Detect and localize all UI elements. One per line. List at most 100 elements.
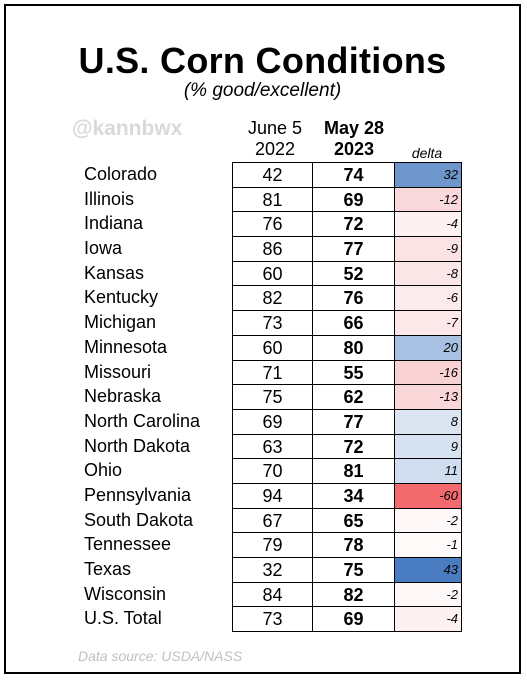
- cell-2022: 79: [233, 533, 313, 558]
- cell-2023: 75: [313, 558, 395, 583]
- cell-delta: 9: [395, 434, 462, 460]
- cell-2022: 76: [233, 212, 313, 238]
- state-label: Minnesota: [84, 336, 168, 357]
- state-label: Pennsylvania: [84, 484, 192, 505]
- state-label: Michigan: [84, 312, 157, 333]
- cell-2023: 74: [313, 163, 395, 188]
- cell-2023: 52: [313, 261, 395, 287]
- state-label: Kentucky: [84, 287, 159, 308]
- cell-2022: 73: [233, 607, 313, 633]
- state-label: Iowa: [84, 238, 123, 259]
- table-row: 84 82 -2: [233, 582, 462, 608]
- cell-2022: 84: [233, 582, 313, 608]
- cell-delta: 32: [395, 163, 462, 188]
- cell-2022: 82: [233, 286, 313, 312]
- cell-delta: -12: [395, 187, 462, 213]
- cell-2022: 60: [233, 335, 313, 361]
- cell-delta: -8: [395, 261, 462, 287]
- cell-delta: -2: [395, 508, 462, 534]
- cell-2022: 94: [233, 483, 313, 509]
- cell-delta: 43: [395, 558, 462, 583]
- column-header-2023-year: 2023: [333, 139, 375, 159]
- table-row: 60 80 20: [233, 335, 462, 361]
- cell-delta: -60: [395, 483, 462, 509]
- table-row: 69 77 8: [233, 409, 462, 435]
- data-source-note: Data source: USDA/NASS: [78, 648, 243, 664]
- state-label: Kansas: [84, 262, 145, 283]
- table-row: 67 65 -2: [233, 508, 462, 534]
- cell-2023: 77: [313, 237, 395, 262]
- cell-2023: 69: [313, 607, 395, 633]
- column-header-2023: May 28 2023: [313, 118, 395, 160]
- cell-delta: -1: [395, 533, 462, 558]
- cell-2023: 69: [313, 187, 395, 213]
- page-title: U.S. Corn Conditions: [78, 40, 447, 81]
- cell-2023: 80: [313, 335, 395, 361]
- cell-delta: -13: [395, 385, 462, 410]
- cell-delta: -16: [395, 360, 462, 386]
- table-row: 70 81 11: [233, 459, 462, 484]
- table-row: 75 62 -13: [233, 385, 462, 410]
- state-label: Wisconsin: [84, 583, 167, 604]
- cell-2022: 63: [233, 434, 313, 460]
- table-row: 73 69 -4: [233, 607, 462, 633]
- cell-2023: 77: [313, 409, 395, 435]
- cell-delta: 8: [395, 409, 462, 435]
- table-row: 86 77 -9: [233, 237, 462, 262]
- table-row: 73 66 -7: [233, 311, 462, 336]
- state-labels: Colorado Illinois Indiana Iowa Kansas Kentuck…: [84, 162, 200, 631]
- table-row: 32 75 43: [233, 558, 462, 583]
- page-subtitle: (% good/excellent): [183, 80, 342, 101]
- table-row: 63 72 9: [233, 434, 462, 460]
- state-label: North Carolina: [84, 410, 201, 431]
- cell-2023: 34: [313, 483, 395, 509]
- cell-2022: 81: [233, 187, 313, 213]
- state-label: North Dakota: [84, 435, 191, 456]
- cell-2022: 42: [233, 163, 313, 188]
- watermark-handle: @kannbwx: [72, 117, 183, 140]
- cell-delta: -4: [395, 212, 462, 238]
- cell-2023: 62: [313, 385, 395, 410]
- cell-2022: 32: [233, 558, 313, 583]
- cell-2023: 81: [313, 459, 395, 484]
- column-header-2023-date: May 28: [323, 118, 385, 138]
- column-header-2022-year: 2022: [254, 139, 296, 159]
- state-label: Texas: [84, 559, 132, 579]
- state-label: South Dakota: [84, 509, 194, 530]
- cell-2022: 71: [233, 360, 313, 386]
- cell-delta: 20: [395, 335, 462, 361]
- cell-delta: 11: [395, 459, 462, 484]
- state-label: Indiana: [84, 213, 144, 234]
- state-label: Illinois: [84, 188, 135, 209]
- cell-2022: 60: [233, 261, 313, 287]
- cell-2023: 72: [313, 212, 395, 238]
- column-header-delta: delta: [411, 145, 443, 161]
- table-row: 82 76 -6: [233, 286, 462, 312]
- chart-frame: U.S. Corn Conditions (% good/excellent) …: [4, 4, 521, 674]
- cell-2022: 70: [233, 459, 313, 484]
- cell-2023: 78: [313, 533, 395, 558]
- table-row: 76 72 -4: [233, 212, 462, 238]
- cell-2023: 72: [313, 434, 395, 460]
- table-row: 94 34 -60: [233, 483, 462, 509]
- state-label: Missouri: [84, 361, 152, 382]
- state-label: Ohio: [84, 460, 123, 481]
- cell-2022: 75: [233, 385, 313, 410]
- cell-delta: -4: [395, 607, 462, 633]
- state-label: Tennessee: [84, 534, 172, 555]
- state-label: U.S. Total: [84, 608, 162, 629]
- column-header-2022-date: June 5: [247, 118, 303, 138]
- column-header-2022: June 5 2022: [232, 118, 318, 160]
- cell-2022: 86: [233, 237, 313, 262]
- cell-delta: -7: [395, 311, 462, 336]
- state-label: Colorado: [84, 164, 158, 184]
- table-row: 81 69 -12: [233, 187, 462, 213]
- cell-delta: -2: [395, 582, 462, 608]
- table-row: 60 52 -8: [233, 261, 462, 287]
- cell-2023: 76: [313, 286, 395, 312]
- cell-2023: 55: [313, 360, 395, 386]
- state-label: Nebraska: [84, 386, 162, 407]
- cell-delta: -6: [395, 286, 462, 312]
- cell-2022: 73: [233, 311, 313, 336]
- cell-2023: 66: [313, 311, 395, 336]
